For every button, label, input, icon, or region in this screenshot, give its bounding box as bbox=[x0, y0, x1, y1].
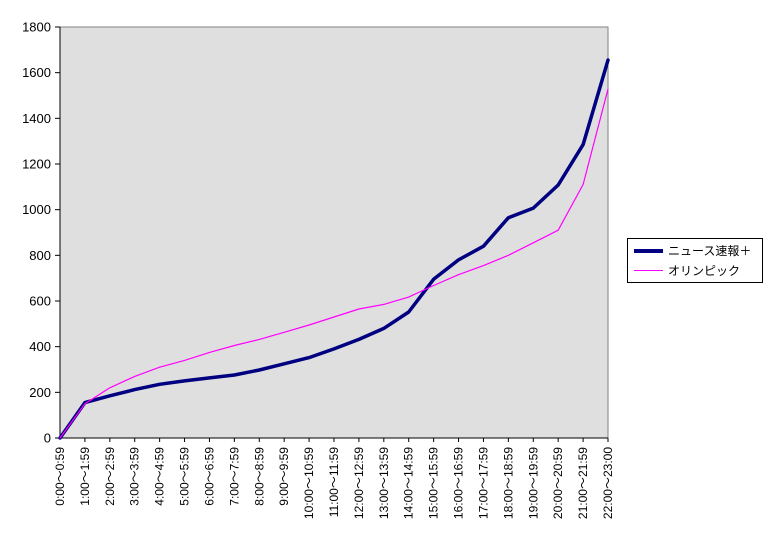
legend-item-olympic[interactable]: オリンピック bbox=[634, 263, 762, 279]
y-axis-label: 400 bbox=[29, 339, 51, 354]
x-axis-label: 0:00～0:59 bbox=[53, 447, 67, 506]
x-axis-label: 6:00～6:59 bbox=[202, 447, 216, 506]
x-axis-label: 14:00～14:59 bbox=[402, 447, 416, 519]
x-axis-label: 3:00～3:59 bbox=[128, 447, 142, 506]
y-axis-label: 0 bbox=[44, 431, 51, 446]
x-axis-label: 8:00～8:59 bbox=[252, 447, 266, 506]
x-axis-label: 21:00～21:59 bbox=[576, 447, 590, 519]
y-axis-label: 1200 bbox=[22, 157, 51, 172]
y-axis-label: 1800 bbox=[22, 20, 51, 35]
x-axis-label: 12:00～12:59 bbox=[352, 447, 366, 519]
y-axis-label: 600 bbox=[29, 294, 51, 309]
x-axis-label: 17:00～17:59 bbox=[476, 447, 490, 519]
chart-legend[interactable]: ニュース速報＋ オリンピック bbox=[627, 238, 763, 283]
x-axis-label: 18:00～18:59 bbox=[501, 447, 515, 519]
legend-label-olympic: オリンピック bbox=[668, 263, 741, 278]
x-axis-label: 19:00～19:59 bbox=[526, 447, 540, 519]
y-axis-label: 1400 bbox=[22, 111, 51, 126]
series-line-1 bbox=[59, 88, 609, 439]
x-axis-label: 11:00～11:59 bbox=[327, 447, 341, 518]
x-axis-label: 4:00～4:59 bbox=[153, 447, 167, 506]
x-axis-label: 16:00～16:59 bbox=[452, 447, 466, 519]
x-axis-label: 10:00～10:59 bbox=[302, 447, 316, 519]
y-axis-label: 1000 bbox=[22, 202, 51, 217]
x-axis-label: 15:00～15:59 bbox=[427, 447, 441, 519]
x-axis-label: 5:00～5:59 bbox=[178, 447, 192, 506]
x-axis-label: 7:00～7:59 bbox=[227, 447, 241, 506]
plot-area bbox=[59, 26, 609, 439]
legend-line-sample-olympic bbox=[634, 270, 663, 271]
x-axis-label: 22:00～23:00 bbox=[601, 447, 615, 519]
y-axis-label: 200 bbox=[29, 385, 51, 400]
x-axis-label: 13:00～13:59 bbox=[377, 447, 391, 519]
x-axis-label: 1:00～1:59 bbox=[78, 447, 92, 506]
y-axis-label: 1600 bbox=[22, 65, 51, 80]
legend-line-sample-news bbox=[634, 248, 663, 253]
legend-item-news[interactable]: ニュース速報＋ bbox=[634, 243, 762, 259]
x-axis-label: 9:00～9:59 bbox=[277, 447, 291, 506]
series-line-0 bbox=[58, 58, 610, 440]
legend-label-news: ニュース速報＋ bbox=[668, 243, 752, 258]
x-axis-label: 2:00～2:59 bbox=[103, 447, 117, 506]
x-axis-label: 20:00～20:59 bbox=[551, 447, 565, 519]
y-axis-label: 800 bbox=[29, 248, 51, 263]
